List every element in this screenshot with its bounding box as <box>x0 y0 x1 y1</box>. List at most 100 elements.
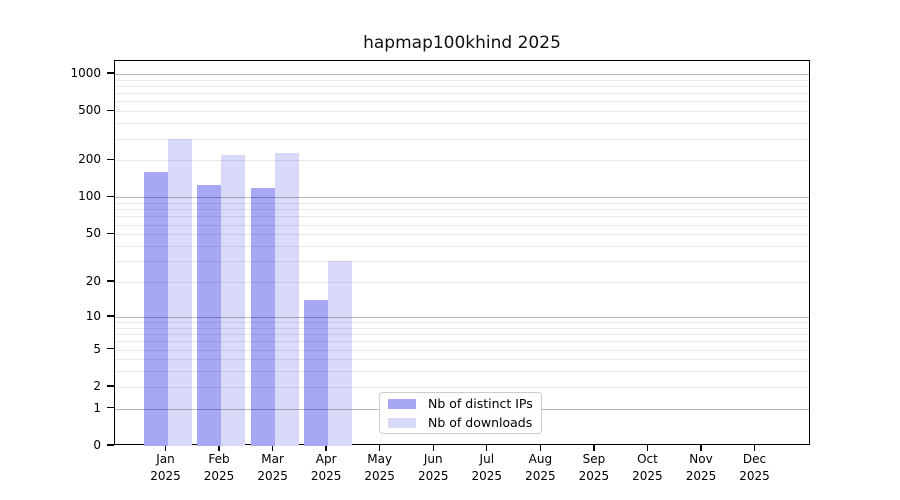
x-tick-label-aug: Aug 2025 <box>508 451 572 484</box>
x-tick-label-jul: Jul 2025 <box>455 451 519 484</box>
legend-item-distinct-ips: Nb of distinct IPs <box>386 395 535 412</box>
y-tick-label-1000: 1000 <box>70 65 101 80</box>
x-tick-year: 2025 <box>257 468 288 483</box>
legend-swatch-downloads <box>388 417 416 428</box>
gridline-minor-40 <box>115 246 809 247</box>
gridline-minor-8 <box>115 327 809 329</box>
gridline-minor-300 <box>115 138 809 140</box>
x-tick-month: Mar <box>261 452 284 466</box>
x-axis-tick-jul <box>486 445 488 451</box>
y-axis-tick-200 <box>107 158 114 161</box>
gridline-minor-600 <box>115 101 809 103</box>
y-axis-tick-10 <box>107 315 114 317</box>
y-tick-label-20: 20 <box>85 274 101 289</box>
x-tick-year: 2025 <box>685 468 717 483</box>
y-axis-tick-50 <box>107 232 114 234</box>
x-tick-label-jan: Jan 2025 <box>134 451 198 484</box>
gridline-minor-500 <box>115 111 809 113</box>
x-tick-month: Sep <box>582 452 606 466</box>
y-axis-tick-1000 <box>107 72 114 74</box>
gridline-minor-60 <box>115 224 809 226</box>
gridline-minor-9 <box>115 321 809 323</box>
gridline-major-1000 <box>115 73 809 75</box>
gridline-minor-20 <box>115 282 809 284</box>
gridline-minor-80 <box>115 209 809 211</box>
x-tick-year: 2025 <box>364 468 395 483</box>
gridline-minor-2 <box>115 386 809 388</box>
gridline-minor-900 <box>115 79 809 81</box>
x-tick-label-dec: Dec 2025 <box>723 451 787 484</box>
x-tick-year: 2025 <box>525 468 556 483</box>
legend-label-distinct-ips: Nb of distinct IPs <box>428 396 533 411</box>
bar-distinct-ips-jan <box>143 172 168 446</box>
x-axis-tick-feb <box>218 445 220 451</box>
gridline-minor-800 <box>115 85 809 87</box>
y-tick-label-1: 1 <box>93 400 101 415</box>
x-axis-tick-nov <box>700 445 702 451</box>
gridline-minor-50 <box>115 234 809 236</box>
x-axis-tick-apr <box>325 445 327 451</box>
x-tick-month: Jul <box>479 452 495 466</box>
x-axis-tick-dec <box>753 445 756 451</box>
x-tick-month: Aug <box>528 452 553 466</box>
gridline-minor-90 <box>115 203 809 205</box>
x-tick-label-apr: Apr 2025 <box>294 451 358 484</box>
bar-downloads-apr <box>328 261 353 446</box>
x-tick-year: 2025 <box>150 468 181 483</box>
x-tick-label-jun: Jun 2025 <box>401 451 465 484</box>
gridline-minor-6 <box>115 341 809 343</box>
gridline-minor-70 <box>115 216 809 218</box>
x-tick-label-nov: Nov 2025 <box>669 451 733 484</box>
gridline-major-100 <box>115 197 809 199</box>
gridline-minor-3 <box>115 371 809 373</box>
x-tick-year: 2025 <box>739 468 770 483</box>
y-axis-tick-2 <box>107 385 114 387</box>
y-tick-label-5: 5 <box>93 341 101 356</box>
y-axis-tick-5 <box>107 347 114 350</box>
x-axis-tick-sep <box>593 445 595 451</box>
gridline-minor-7 <box>115 334 809 336</box>
x-axis-tick-oct <box>646 445 649 451</box>
y-tick-label-100: 100 <box>78 189 101 204</box>
bar-downloads-mar <box>274 152 299 446</box>
x-axis-tick-jan <box>164 445 167 451</box>
x-tick-label-may: May 2025 <box>348 451 412 484</box>
y-tick-label-10: 10 <box>85 308 101 323</box>
bar-distinct-ips-apr <box>304 300 329 446</box>
x-tick-month: Feb <box>208 452 230 466</box>
y-tick-label-0: 0 <box>93 438 101 452</box>
gridline-minor-400 <box>115 123 809 125</box>
x-tick-month: Jan <box>156 452 175 466</box>
gridline-minor-5 <box>115 349 809 351</box>
legend: Nb of distinct IPs Nb of downloads <box>379 392 542 434</box>
gridline-minor-30 <box>115 261 809 263</box>
x-tick-year: 2025 <box>310 468 342 483</box>
x-tick-month: Jun <box>423 452 443 466</box>
y-axis-tick-1 <box>107 406 114 409</box>
y-axis-tick-100 <box>107 195 114 198</box>
x-tick-label-sep: Sep 2025 <box>562 451 626 484</box>
chart-title: hapmap100khind 2025 <box>363 33 561 53</box>
legend-label-downloads: Nb of downloads <box>428 415 533 430</box>
y-tick-label-500: 500 <box>78 103 101 118</box>
x-tick-year: 2025 <box>203 468 235 483</box>
x-axis-tick-jun <box>432 445 434 451</box>
y-axis-tick-500 <box>107 109 114 111</box>
x-tick-month: May <box>367 452 393 466</box>
legend-item-downloads: Nb of downloads <box>386 414 535 431</box>
y-tick-label-50: 50 <box>85 226 101 241</box>
x-tick-month: Dec <box>742 452 767 466</box>
plot-area <box>114 60 810 446</box>
bar-distinct-ips-mar <box>250 187 275 446</box>
x-axis-tick-aug <box>539 445 542 451</box>
bar-distinct-ips-feb <box>197 185 222 446</box>
x-tick-month: Apr <box>315 452 337 466</box>
y-axis-tick-20 <box>107 280 114 282</box>
x-tick-year: 2025 <box>632 468 663 483</box>
x-axis-tick-may <box>379 445 381 451</box>
x-tick-label-feb: Feb 2025 <box>187 451 251 484</box>
gridline-minor-200 <box>115 160 809 162</box>
y-tick-label-2: 2 <box>93 378 101 393</box>
x-tick-year: 2025 <box>417 468 449 483</box>
y-axis-tick-0 <box>107 444 114 446</box>
